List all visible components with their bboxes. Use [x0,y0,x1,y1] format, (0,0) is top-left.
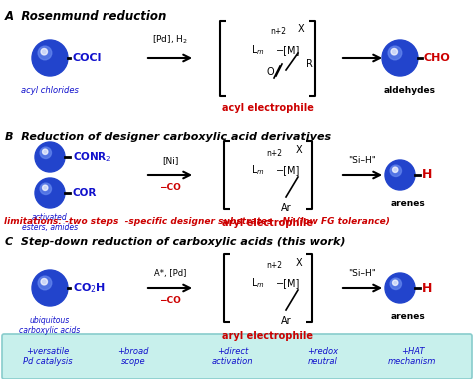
Text: A*, [Pd]: A*, [Pd] [154,269,186,278]
Circle shape [32,270,68,306]
Circle shape [392,280,398,285]
Text: arenes: arenes [391,199,425,208]
Circle shape [40,147,52,158]
Text: X: X [296,145,302,155]
Text: aldehydes: aldehydes [384,86,436,95]
Text: A  Rosenmund reduction: A Rosenmund reduction [5,10,167,23]
Text: −[M]: −[M] [276,165,301,175]
Text: CONR$_2$: CONR$_2$ [73,150,112,164]
Text: ubiquitous
carboxylic acids: ubiquitous carboxylic acids [19,316,81,335]
Text: CO$_2$H: CO$_2$H [73,281,106,295]
Circle shape [32,40,68,76]
Text: H: H [422,282,432,294]
Circle shape [35,142,65,172]
Text: −CO: −CO [159,296,181,305]
Circle shape [38,276,52,290]
Text: [Pd], H$_2$: [Pd], H$_2$ [152,33,188,46]
Text: +versatile
Pd catalysis: +versatile Pd catalysis [23,347,72,366]
Text: COR: COR [73,188,97,198]
FancyBboxPatch shape [2,334,472,379]
Circle shape [43,185,48,191]
Text: n+2: n+2 [266,149,282,158]
Text: acyl chlorides: acyl chlorides [21,86,79,95]
Circle shape [391,49,398,55]
Text: +direct
activation: +direct activation [211,347,253,366]
Text: acyl electrophile: acyl electrophile [222,103,314,113]
Text: C  Step-down reduction of carboxylic acids (this work): C Step-down reduction of carboxylic acid… [5,237,346,247]
Text: activated
esters, amides: activated esters, amides [22,213,78,232]
Text: L$_m$: L$_m$ [251,43,265,57]
Text: Ar: Ar [281,203,292,213]
Circle shape [41,49,47,55]
Circle shape [385,160,415,190]
Text: L$_m$: L$_m$ [251,276,265,290]
Text: "Si–H": "Si–H" [348,156,376,165]
Circle shape [41,279,47,285]
Text: n+2: n+2 [266,262,282,271]
Text: "Si–H": "Si–H" [348,269,376,278]
Text: X: X [296,258,302,268]
Text: +broad
scope: +broad scope [117,347,148,366]
Text: H: H [422,169,432,182]
Circle shape [40,183,52,194]
Text: arenes: arenes [391,312,425,321]
Text: O: O [266,67,274,77]
Circle shape [390,165,401,177]
Circle shape [35,178,65,208]
Text: CHO: CHO [424,53,451,63]
Text: −CO: −CO [159,183,181,192]
Circle shape [382,40,418,76]
Text: COCl: COCl [73,53,102,63]
Circle shape [385,273,415,303]
Text: aryl electrophile: aryl electrophile [222,218,313,228]
Circle shape [38,46,52,60]
Circle shape [390,278,401,290]
Text: [Ni]: [Ni] [162,156,178,165]
Text: R: R [306,59,313,69]
Text: n+2: n+2 [270,28,286,36]
Text: X: X [298,24,305,34]
Text: B  Reduction of designer carboxylic acid derivatives: B Reduction of designer carboxylic acid … [5,132,331,142]
Circle shape [392,167,398,172]
Text: limitations: -two steps  -specific designer substrates  -Ni (low FG tolerance): limitations: -two steps -specific design… [4,218,390,227]
Text: L$_m$: L$_m$ [251,163,265,177]
Text: −[M]: −[M] [276,45,301,55]
Circle shape [43,149,48,155]
Text: +redox
neutral: +redox neutral [307,347,338,366]
Text: Ar: Ar [281,316,292,326]
Text: aryl electrophile: aryl electrophile [222,331,313,341]
Text: −[M]: −[M] [276,278,301,288]
Text: +HAT
mechanism: +HAT mechanism [388,347,437,366]
Circle shape [388,46,402,60]
